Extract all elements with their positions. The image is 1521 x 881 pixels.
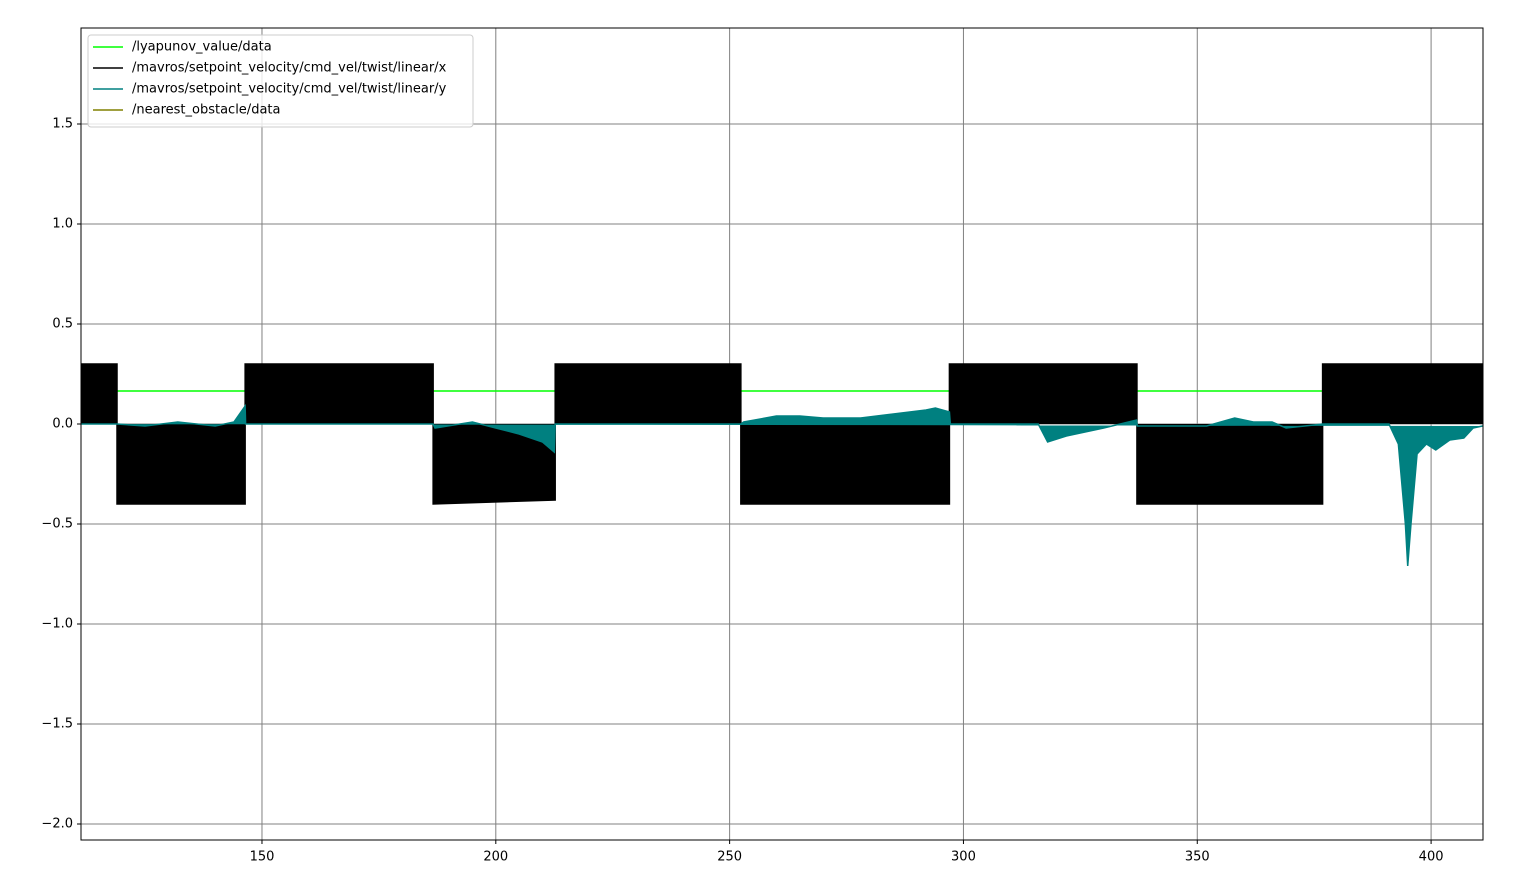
y-tick-label: −0.5: [41, 517, 73, 532]
x-tick-label: 250: [717, 850, 742, 865]
axes-frame: [80, 27, 1484, 841]
x-tick-label: 150: [250, 850, 275, 865]
x-tick-label: 200: [483, 850, 508, 865]
plot-area: [81, 363, 1483, 567]
area: [81, 403, 1483, 567]
x-tick-label: 350: [1185, 850, 1210, 865]
legend-box: [87, 34, 474, 128]
y-tick-label: −2.0: [41, 817, 73, 832]
y-tick-label: 0.5: [52, 317, 73, 332]
y-tick-label: 1.5: [52, 117, 73, 132]
y-tick-label: −1.0: [41, 617, 73, 632]
x-tick-label: 300: [951, 850, 976, 865]
y-tick-label: −1.5: [41, 717, 73, 732]
ticks: 150 200 250 300 350 400 −2.0 −1.5 −1.0 −0.5 0.0 0.5…: [41, 117, 1443, 865]
legend-label: /mavros/setpoint_velocity/cmd_vel/twist/…: [132, 61, 447, 76]
y-tick-label: 1.0: [52, 217, 73, 232]
x-tick-label: 400: [1419, 850, 1444, 865]
y-tick-label: 0.0: [52, 417, 73, 432]
legend-label: /lyapunov_value/data: [132, 40, 272, 55]
legend: /lyapunov_value/data/mavros/setpoint_vel…: [87, 34, 474, 128]
legend-label: /mavros/setpoint_velocity/cmd_vel/twist/…: [132, 82, 447, 97]
area: [81, 363, 1483, 505]
legend-label: /nearest_obstacle/data: [132, 103, 280, 118]
